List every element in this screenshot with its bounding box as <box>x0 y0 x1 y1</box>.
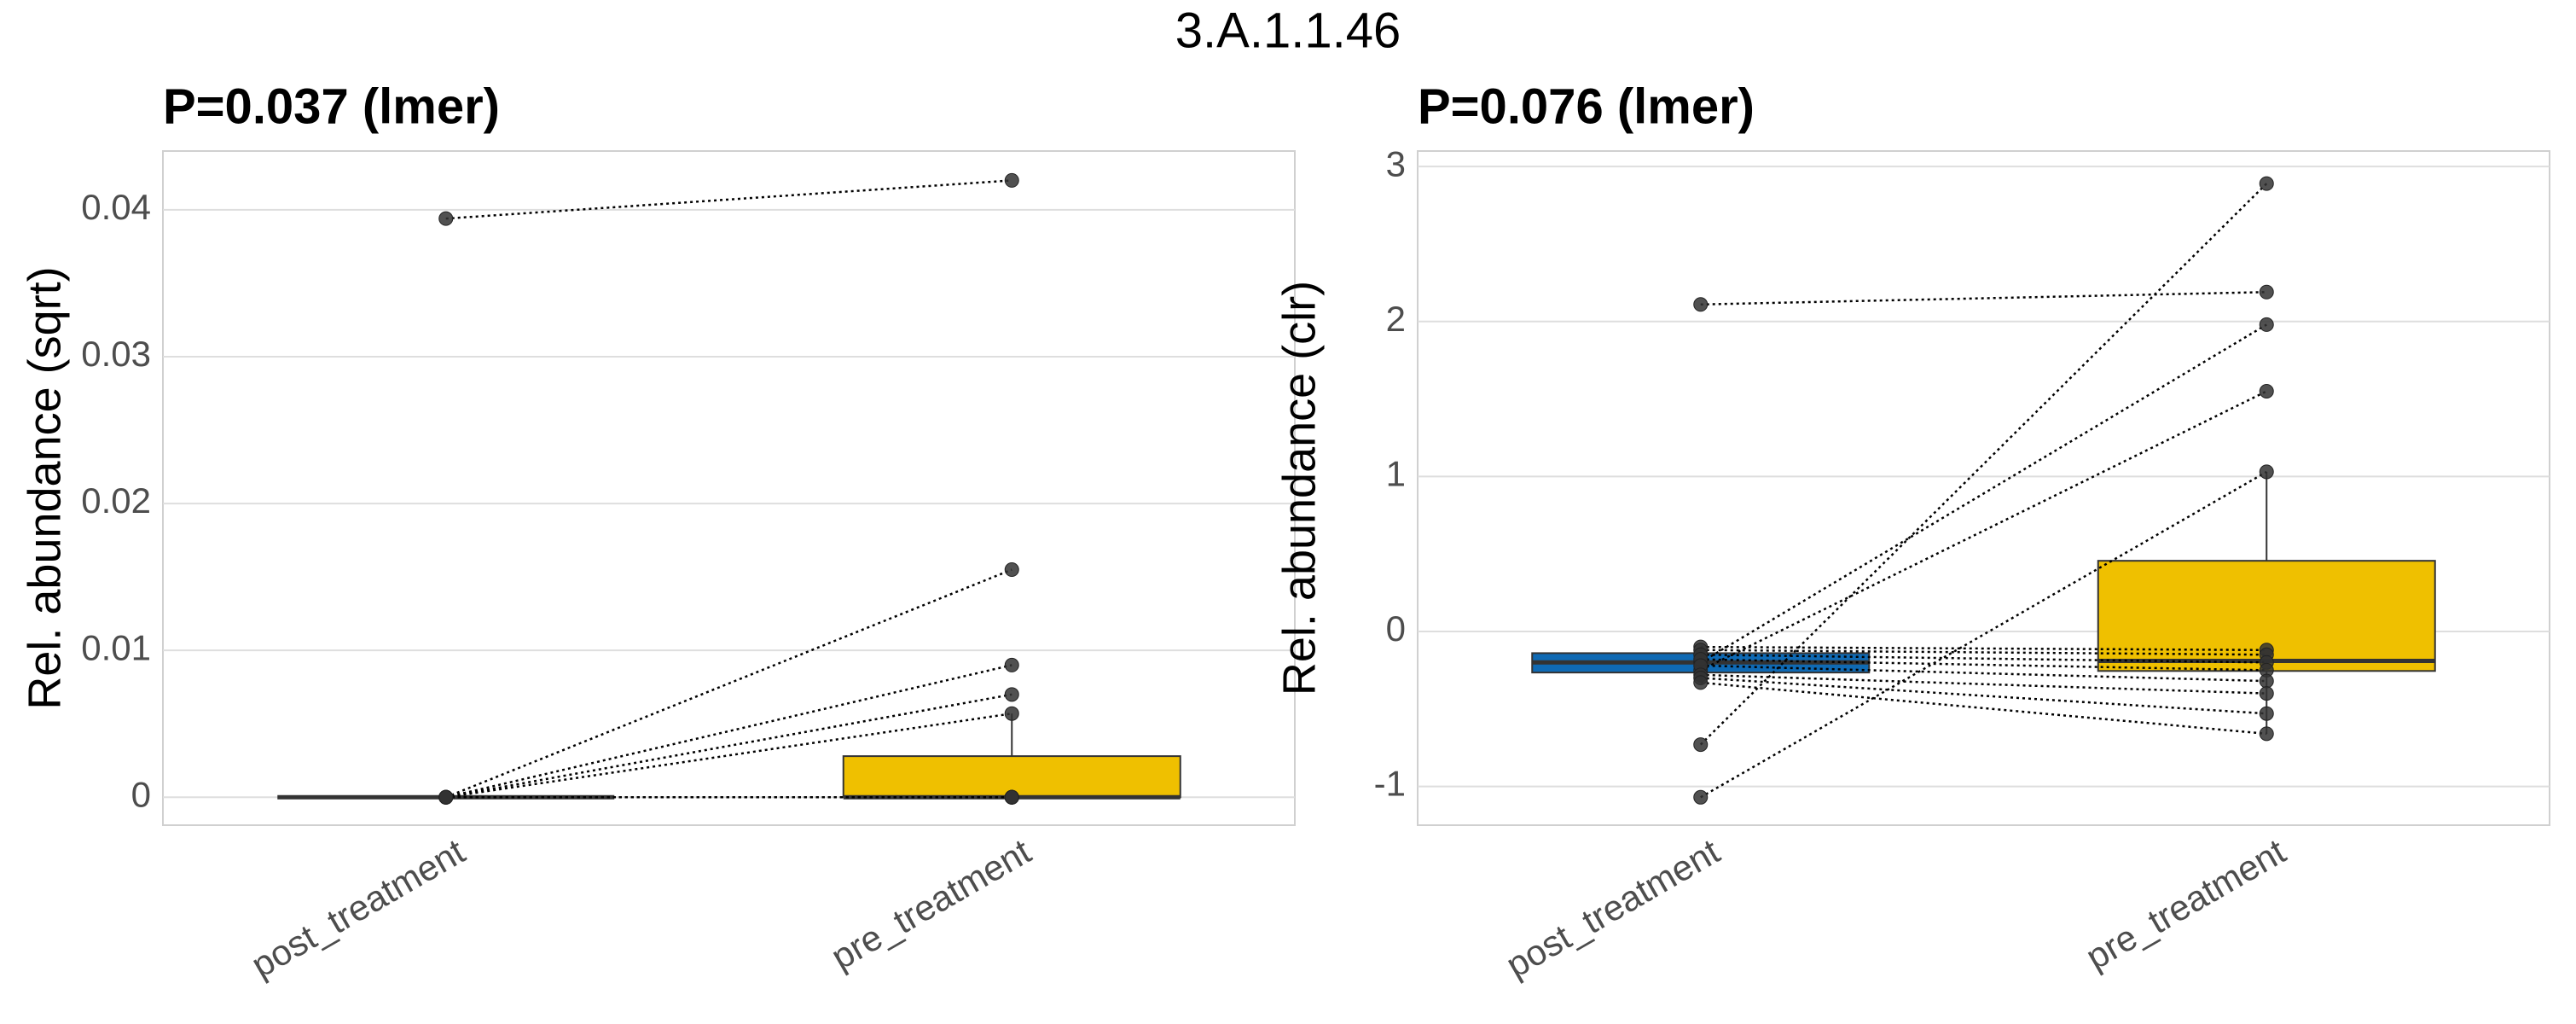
pair-line <box>1700 470 2267 799</box>
y-tick-label: 0.02 <box>81 480 151 521</box>
panel-title: P=0.037 (lmer) <box>163 79 500 134</box>
data-point <box>2259 317 2274 332</box>
y-tick-label: 1 <box>1386 453 1406 493</box>
y-axis-title: Rel. abundance (sqrt) <box>19 266 70 709</box>
pair-line <box>445 693 1012 799</box>
pair-line <box>1699 183 2268 746</box>
y-tick-label: 0.03 <box>81 334 151 374</box>
pair-line <box>1700 653 2267 664</box>
data-point <box>2259 686 2274 701</box>
data-point <box>1004 657 1019 672</box>
pair-line <box>445 179 1012 220</box>
plot-panel <box>1417 150 2550 826</box>
y-tick-label: 0 <box>131 774 151 814</box>
y-tick-label: 0 <box>1386 608 1406 649</box>
data-point <box>1004 562 1019 578</box>
y-tick-label: 0.01 <box>81 627 151 667</box>
data-point <box>1693 789 1709 805</box>
x-tick-label: post_treatment <box>1500 831 1726 986</box>
x-tick-label: pre_treatment <box>2079 831 2292 978</box>
plot-panel <box>162 150 1296 826</box>
figure-title: 3.A.1.1.46 <box>1175 3 1401 58</box>
y-axis-title: Rel. abundance (clr) <box>1273 281 1325 695</box>
data-point <box>1693 737 1709 753</box>
pair-line <box>1700 645 2267 652</box>
data-point <box>1004 789 1019 805</box>
x-tick-label: post_treatment <box>245 831 472 986</box>
pair-line <box>1700 390 2267 672</box>
data-point <box>2259 726 2274 742</box>
y-tick-label: -1 <box>1374 764 1406 804</box>
pair-line <box>1700 673 2267 695</box>
data-point <box>438 211 454 226</box>
data-point <box>1004 706 1019 721</box>
data-point <box>1693 297 1709 312</box>
data-point <box>2259 383 2274 399</box>
pair-line <box>445 568 1012 799</box>
data-point <box>2259 284 2274 300</box>
pair-line <box>1700 649 2267 656</box>
data-point <box>1004 687 1019 702</box>
data-point <box>2259 464 2274 480</box>
data-point <box>1004 172 1019 188</box>
data-point <box>2259 706 2274 721</box>
pair-line <box>1700 323 2267 664</box>
pair-line <box>1700 677 2267 715</box>
y-tick-label: 3 <box>1386 143 1406 183</box>
pair-line <box>1700 658 2267 672</box>
pair-line <box>1700 681 2267 736</box>
data-point <box>438 789 454 805</box>
panel-title: P=0.076 (lmer) <box>1418 79 1755 134</box>
data-point <box>1693 675 1709 690</box>
pair-line <box>1700 664 2267 683</box>
y-tick-label: 2 <box>1386 299 1406 339</box>
pair-line <box>1700 291 2267 306</box>
y-tick-label: 0.04 <box>81 187 151 227</box>
data-point <box>2259 673 2274 689</box>
pair-line <box>445 664 1012 799</box>
data-point <box>2259 176 2274 191</box>
x-tick-label: pre_treatment <box>824 831 1037 978</box>
